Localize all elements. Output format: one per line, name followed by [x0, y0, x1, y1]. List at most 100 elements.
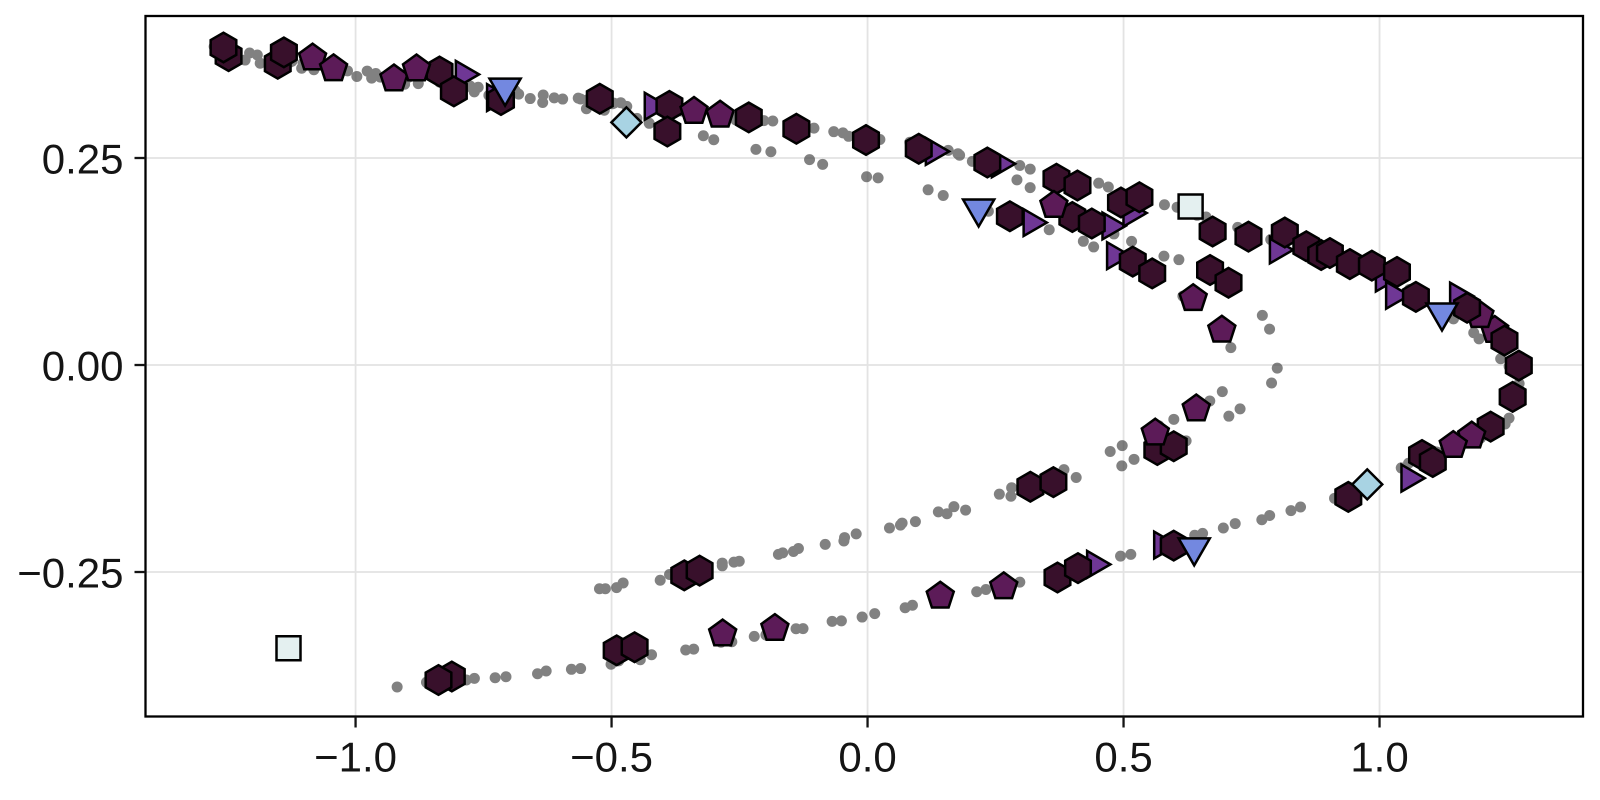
data-point-triangle-down: [1176, 537, 1212, 568]
data-point-circle: [537, 97, 549, 109]
data-point-circle: [772, 548, 784, 560]
data-point-hexagon: [1198, 215, 1227, 248]
data-point-circle: [1005, 490, 1017, 502]
data-point-circle: [1102, 181, 1114, 193]
data-point-hexagon: [1382, 255, 1412, 289]
data-point-hexagon: [209, 31, 238, 64]
data-point-circle: [922, 184, 934, 196]
data-point-hexagon: [973, 146, 1002, 179]
series-group-square: [275, 193, 1204, 662]
data-point-hexagon: [620, 630, 649, 664]
panel-border: [144, 14, 1585, 718]
data-point-circle: [872, 172, 884, 184]
data-point-circle: [1225, 342, 1237, 354]
x-axis-tick-label: 0.0: [838, 734, 896, 781]
data-point-circle: [948, 501, 960, 513]
data-point-diamond: [1350, 467, 1385, 502]
data-point-circle: [954, 149, 966, 161]
data-point-circle: [828, 126, 840, 138]
data-point-circle: [808, 122, 820, 134]
data-point-circle: [899, 602, 911, 614]
data-point-hexagon: [1125, 181, 1154, 214]
data-point-circle: [790, 623, 802, 635]
data-point-circle: [1229, 518, 1241, 530]
y-axis-tick-label: 0.00: [42, 343, 124, 390]
data-point-circle: [804, 154, 816, 166]
data-point-triangle-down: [960, 198, 997, 230]
data-point-pentagon: [679, 95, 709, 124]
data-point-hexagon: [782, 112, 811, 146]
data-point-circle: [1173, 254, 1185, 266]
data-point-circle: [1125, 548, 1137, 560]
data-point-circle: [716, 560, 728, 572]
data-point-circle: [765, 146, 777, 158]
data-point-circle: [748, 630, 760, 642]
data-point-circle: [971, 586, 983, 598]
data-point-pentagon: [297, 42, 328, 71]
data-point-circle: [366, 72, 378, 84]
data-point-circle: [254, 57, 266, 69]
data-point-pentagon: [925, 580, 956, 609]
data-point-circle: [1271, 362, 1283, 374]
data-point-circle: [856, 611, 868, 623]
data-point-triangle-down: [487, 77, 523, 109]
data-point-pentagon: [1206, 314, 1237, 343]
data-point-circle: [937, 190, 949, 202]
data-point-circle: [1093, 177, 1105, 189]
axis-labels: −1.0 −0.5 0.0 0.5 1.0 0.25 0.00 −0.25: [17, 136, 1409, 781]
data-point-circle: [896, 517, 908, 529]
data-point-circle: [1116, 440, 1128, 452]
data-point-circle: [960, 504, 972, 516]
data-point-circle: [861, 171, 873, 183]
data-point-pentagon: [1438, 429, 1469, 459]
data-point-circle: [557, 93, 569, 105]
data-point-circle: [500, 671, 512, 683]
data-point-pentagon: [1140, 417, 1171, 446]
data-point-hexagon: [1453, 291, 1482, 325]
series-group-triangle-down: [487, 77, 1460, 568]
data-point-hexagon: [1063, 169, 1092, 202]
data-point-circle: [532, 668, 544, 680]
data-point-hexagon: [1270, 216, 1299, 249]
data-point-circle: [1216, 386, 1228, 398]
data-point-hexagon: [685, 554, 714, 587]
data-point-circle: [750, 143, 762, 155]
data-point-hexagon: [1418, 445, 1447, 479]
series-group-hexagon: [209, 31, 1533, 697]
data-point-circle: [819, 538, 831, 550]
data-point-hexagon: [655, 89, 684, 123]
data-point-circle: [787, 545, 799, 557]
series-group-triangle-right: [454, 58, 1476, 580]
data-point-circle: [1473, 333, 1485, 345]
data-point-hexagon: [1504, 349, 1533, 382]
data-point-hexagon: [1138, 257, 1167, 290]
data-point-circle: [993, 488, 1005, 500]
data-point-square: [1177, 193, 1204, 220]
data-point-hexagon: [1401, 280, 1430, 314]
data-point-circle: [1126, 235, 1138, 247]
data-point-circle: [767, 115, 779, 127]
data-point-circle: [1043, 224, 1055, 236]
data-point-circle: [869, 608, 881, 620]
data-point-pentagon: [318, 52, 349, 82]
series-group-pentagon: [297, 42, 1487, 647]
data-point-square: [275, 634, 302, 662]
data-point-pentagon: [705, 99, 736, 128]
data-point-circle: [980, 583, 992, 595]
data-point-circle: [1014, 159, 1026, 171]
data-point-circle: [654, 574, 666, 586]
data-point-circle: [1077, 235, 1089, 247]
data-point-circle: [1011, 174, 1023, 186]
data-point-circle: [251, 49, 263, 61]
data-point-circle: [1234, 403, 1246, 415]
data-point-hexagon: [1357, 249, 1386, 282]
data-point-circle: [548, 92, 560, 104]
data-point-circle: [391, 681, 403, 693]
data-point-hexagon: [904, 132, 933, 165]
data-point-hexagon: [1039, 465, 1068, 499]
data-point-hexagon: [1063, 551, 1093, 585]
data-point-hexagon: [1214, 266, 1243, 299]
data-point-hexagon: [439, 75, 468, 108]
